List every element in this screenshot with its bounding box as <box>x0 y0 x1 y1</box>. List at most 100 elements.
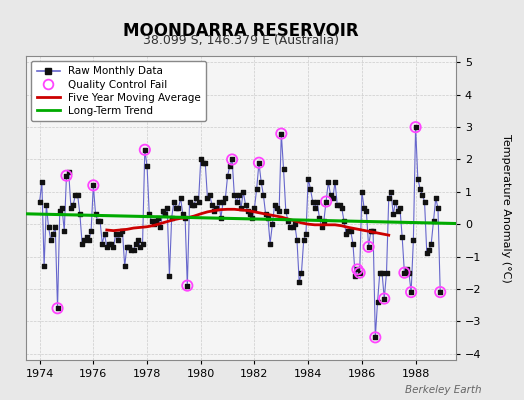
Point <box>203 195 212 202</box>
Point <box>170 198 178 205</box>
Point <box>279 166 288 172</box>
Point <box>228 156 236 163</box>
Point <box>416 185 424 192</box>
Point <box>112 231 120 237</box>
Point <box>436 289 444 295</box>
Point <box>425 247 433 253</box>
Point <box>75 211 84 218</box>
Point <box>210 208 219 214</box>
Point <box>181 214 189 221</box>
Point <box>152 218 160 224</box>
Point <box>411 124 420 130</box>
Point <box>353 266 362 273</box>
Legend: Raw Monthly Data, Quality Control Fail, Five Year Moving Average, Long-Term Tren: Raw Monthly Data, Quality Control Fail, … <box>31 61 206 121</box>
Point <box>125 244 133 250</box>
Point <box>123 244 131 250</box>
Point <box>116 231 124 237</box>
Point <box>400 270 409 276</box>
Point <box>322 198 330 205</box>
Point <box>402 266 411 273</box>
Point <box>253 185 261 192</box>
Point <box>230 192 238 198</box>
Point <box>367 228 375 234</box>
Point <box>177 195 185 202</box>
Point <box>413 176 422 182</box>
Point <box>355 270 364 276</box>
Point <box>58 205 66 211</box>
Point <box>91 211 100 218</box>
Point <box>326 192 335 198</box>
Point <box>364 244 373 250</box>
Point <box>226 163 234 169</box>
Point <box>190 202 198 208</box>
Point <box>420 198 429 205</box>
Point <box>201 160 210 166</box>
Point <box>409 237 418 244</box>
Point <box>145 211 154 218</box>
Point <box>242 202 250 208</box>
Point <box>400 270 409 276</box>
Point <box>143 163 151 169</box>
Point <box>53 305 62 312</box>
Point <box>188 202 196 208</box>
Point <box>297 270 305 276</box>
Point <box>320 218 328 224</box>
Point <box>391 198 400 205</box>
Point <box>335 202 344 208</box>
Point <box>396 205 404 211</box>
Point <box>45 224 53 231</box>
Point <box>371 334 379 340</box>
Point <box>255 160 263 166</box>
Point <box>313 198 321 205</box>
Point <box>73 192 82 198</box>
Point <box>272 205 281 211</box>
Point <box>237 205 245 211</box>
Point <box>436 289 444 295</box>
Point <box>342 231 351 237</box>
Point <box>306 185 314 192</box>
Text: 38.099 S, 146.379 E (Australia): 38.099 S, 146.379 E (Australia) <box>143 34 339 47</box>
Point <box>331 179 339 185</box>
Point <box>140 146 149 153</box>
Point <box>121 263 129 270</box>
Point <box>154 214 162 221</box>
Point <box>62 172 71 179</box>
Point <box>214 198 223 205</box>
Point <box>398 234 406 240</box>
Point <box>129 247 138 253</box>
Point <box>277 130 286 137</box>
Point <box>136 244 145 250</box>
Point <box>311 205 319 211</box>
Point <box>96 218 104 224</box>
Point <box>429 218 438 224</box>
Point <box>140 146 149 153</box>
Text: MOONDARRA RESERVOIR: MOONDARRA RESERVOIR <box>123 22 359 40</box>
Point <box>407 289 416 295</box>
Point <box>353 266 362 273</box>
Point <box>286 224 294 231</box>
Point <box>132 240 140 247</box>
Point <box>114 237 122 244</box>
Point <box>89 182 97 188</box>
Point <box>315 214 323 221</box>
Point <box>147 218 156 224</box>
Text: Berkeley Earth: Berkeley Earth <box>406 385 482 395</box>
Point <box>364 244 373 250</box>
Y-axis label: Temperature Anomaly (°C): Temperature Anomaly (°C) <box>501 134 511 282</box>
Point <box>302 231 310 237</box>
Point <box>351 273 359 279</box>
Point <box>53 305 62 312</box>
Point <box>418 192 427 198</box>
Point <box>38 179 46 185</box>
Point <box>87 228 95 234</box>
Point <box>163 205 171 211</box>
Point <box>228 156 236 163</box>
Point <box>56 208 64 214</box>
Point <box>246 211 254 218</box>
Point <box>60 228 69 234</box>
Point <box>69 202 78 208</box>
Point <box>281 208 290 214</box>
Point <box>199 160 207 166</box>
Point <box>362 208 370 214</box>
Point <box>378 270 386 276</box>
